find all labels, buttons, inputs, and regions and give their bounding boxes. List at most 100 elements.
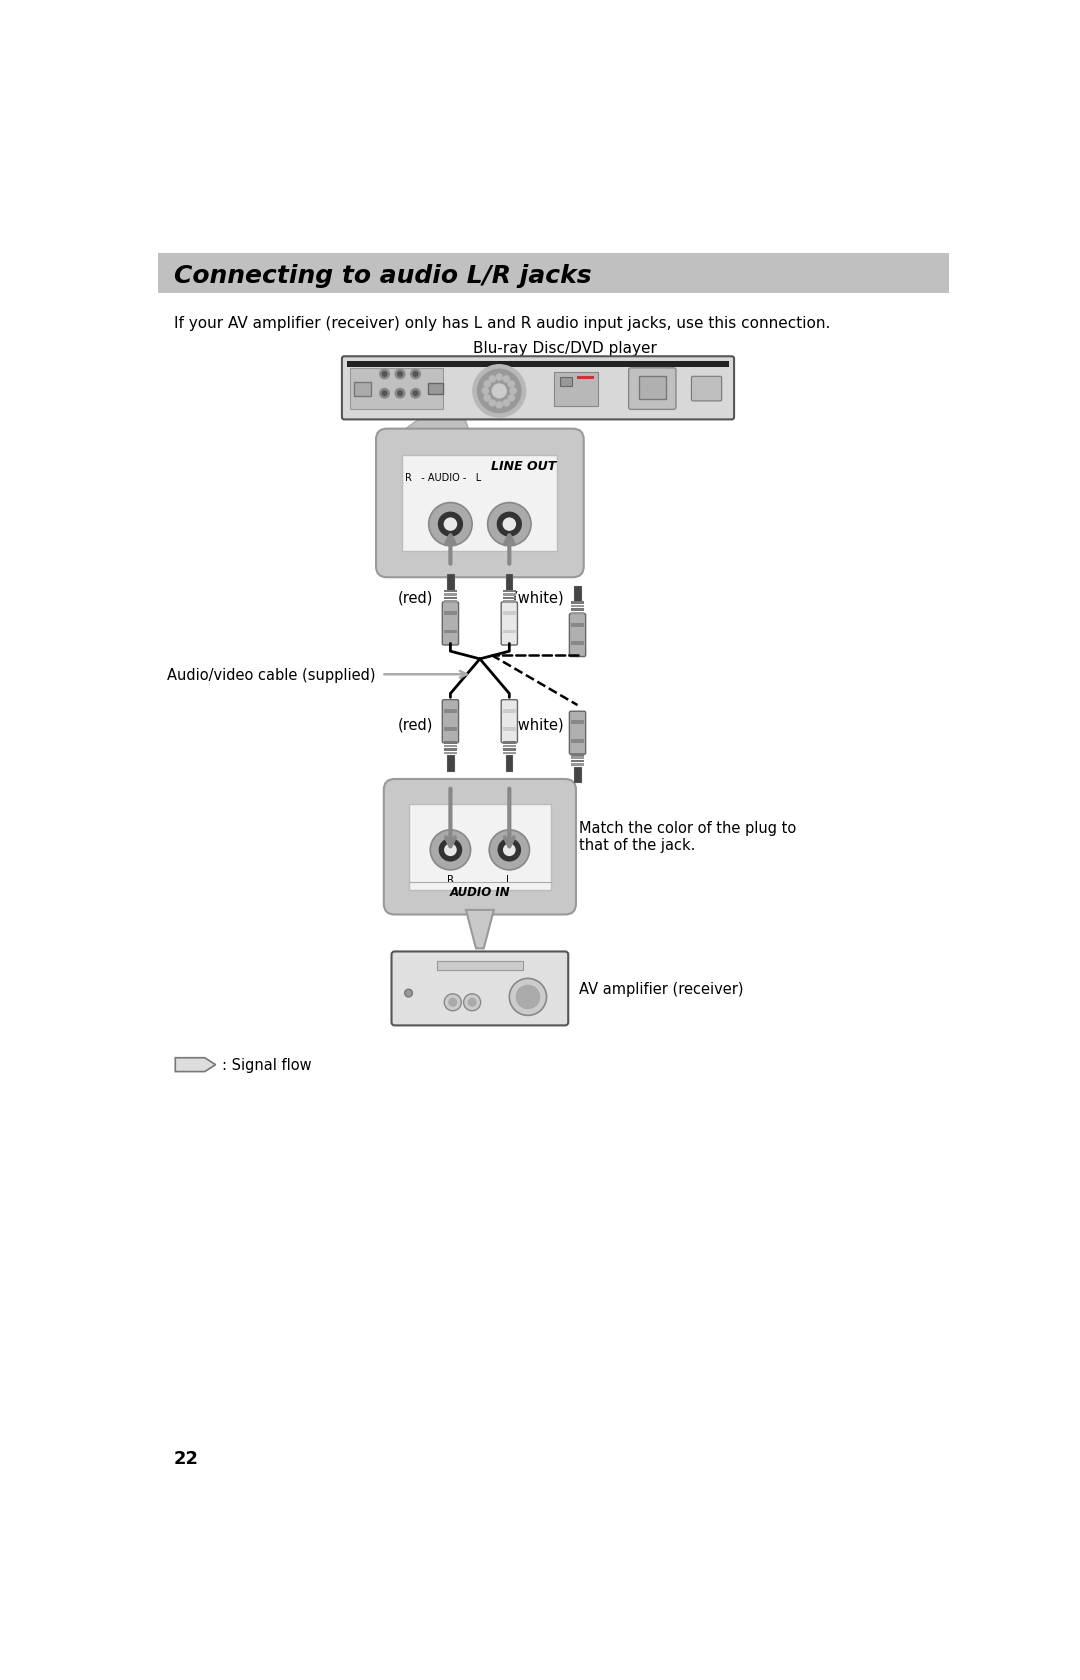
Circle shape bbox=[492, 385, 507, 398]
FancyBboxPatch shape bbox=[342, 358, 734, 420]
Bar bbox=[571, 764, 584, 766]
FancyBboxPatch shape bbox=[569, 712, 585, 754]
Circle shape bbox=[484, 381, 490, 388]
Circle shape bbox=[444, 995, 461, 1011]
Circle shape bbox=[449, 1000, 457, 1006]
Circle shape bbox=[489, 400, 496, 407]
Text: Connecting to audio L/R jacks: Connecting to audio L/R jacks bbox=[174, 264, 592, 289]
Circle shape bbox=[496, 403, 502, 408]
FancyBboxPatch shape bbox=[554, 373, 598, 407]
FancyBboxPatch shape bbox=[629, 368, 676, 410]
Bar bbox=[571, 608, 584, 612]
Bar bbox=[571, 753, 584, 756]
FancyBboxPatch shape bbox=[501, 701, 517, 743]
Bar bbox=[444, 601, 457, 603]
Text: (white): (white) bbox=[513, 717, 565, 732]
Circle shape bbox=[484, 395, 490, 402]
FancyBboxPatch shape bbox=[443, 603, 459, 645]
Bar bbox=[571, 601, 584, 605]
FancyBboxPatch shape bbox=[443, 701, 459, 743]
Text: R: R bbox=[447, 875, 454, 885]
Circle shape bbox=[503, 376, 510, 383]
Bar bbox=[502, 590, 516, 593]
Text: (red): (red) bbox=[399, 590, 433, 605]
Circle shape bbox=[397, 373, 403, 376]
Circle shape bbox=[498, 512, 522, 536]
Text: 22: 22 bbox=[174, 1450, 199, 1468]
Bar bbox=[444, 743, 457, 744]
FancyBboxPatch shape bbox=[376, 430, 583, 578]
Circle shape bbox=[489, 376, 496, 383]
Bar bbox=[571, 605, 584, 608]
Text: Match the color of the plug to
that of the jack.: Match the color of the plug to that of t… bbox=[579, 820, 796, 853]
Bar bbox=[577, 376, 594, 380]
Text: : Signal flow: : Signal flow bbox=[221, 1057, 311, 1072]
Circle shape bbox=[496, 375, 502, 381]
Circle shape bbox=[473, 366, 526, 418]
Bar bbox=[502, 601, 516, 603]
Text: L: L bbox=[507, 875, 512, 885]
Circle shape bbox=[503, 400, 510, 407]
Circle shape bbox=[440, 840, 461, 862]
Circle shape bbox=[405, 990, 413, 998]
FancyBboxPatch shape bbox=[691, 376, 721, 402]
Circle shape bbox=[430, 830, 471, 870]
Bar bbox=[502, 743, 516, 744]
Bar bbox=[575, 586, 581, 601]
Bar bbox=[347, 361, 729, 368]
Bar bbox=[502, 630, 516, 633]
Circle shape bbox=[510, 388, 516, 395]
Circle shape bbox=[382, 373, 387, 376]
Text: R   - AUDIO -   L: R - AUDIO - L bbox=[405, 472, 482, 482]
Bar bbox=[571, 612, 584, 615]
FancyBboxPatch shape bbox=[501, 603, 517, 645]
Bar bbox=[444, 709, 457, 714]
Circle shape bbox=[414, 391, 418, 396]
Text: AV amplifier (receiver): AV amplifier (receiver) bbox=[579, 981, 743, 996]
FancyBboxPatch shape bbox=[408, 805, 551, 890]
Bar bbox=[444, 630, 457, 633]
Circle shape bbox=[516, 986, 540, 1010]
Polygon shape bbox=[465, 911, 494, 949]
Circle shape bbox=[414, 373, 418, 376]
Circle shape bbox=[503, 519, 515, 531]
Bar bbox=[502, 596, 516, 600]
FancyBboxPatch shape bbox=[159, 254, 948, 294]
Bar bbox=[571, 761, 584, 763]
Text: If your AV amplifier (receiver) only has L and R audio input jacks, use this con: If your AV amplifier (receiver) only has… bbox=[174, 316, 831, 331]
Circle shape bbox=[380, 370, 389, 380]
Circle shape bbox=[503, 845, 515, 855]
Circle shape bbox=[395, 370, 405, 380]
Polygon shape bbox=[175, 1058, 216, 1072]
Circle shape bbox=[429, 504, 472, 546]
Circle shape bbox=[397, 391, 403, 396]
Bar bbox=[444, 612, 457, 615]
Circle shape bbox=[477, 370, 521, 413]
Circle shape bbox=[498, 840, 521, 862]
FancyBboxPatch shape bbox=[353, 383, 370, 396]
Circle shape bbox=[410, 370, 420, 380]
FancyBboxPatch shape bbox=[428, 385, 444, 395]
Circle shape bbox=[445, 845, 456, 855]
Bar bbox=[444, 749, 457, 751]
Bar bbox=[444, 746, 457, 748]
Text: Blu-ray Disc/DVD player: Blu-ray Disc/DVD player bbox=[473, 341, 657, 356]
Bar bbox=[444, 593, 457, 596]
Circle shape bbox=[488, 504, 531, 546]
Bar bbox=[447, 756, 454, 771]
Circle shape bbox=[509, 381, 514, 388]
Circle shape bbox=[489, 830, 529, 870]
FancyBboxPatch shape bbox=[383, 780, 576, 916]
FancyBboxPatch shape bbox=[392, 953, 568, 1026]
Bar bbox=[502, 727, 516, 732]
Bar bbox=[571, 623, 584, 627]
Polygon shape bbox=[391, 418, 472, 440]
Bar bbox=[571, 739, 584, 743]
Bar bbox=[571, 756, 584, 759]
Bar bbox=[444, 727, 457, 732]
Bar bbox=[502, 612, 516, 615]
FancyBboxPatch shape bbox=[350, 368, 444, 410]
Bar bbox=[502, 746, 516, 748]
Circle shape bbox=[510, 979, 546, 1016]
FancyBboxPatch shape bbox=[559, 378, 572, 386]
